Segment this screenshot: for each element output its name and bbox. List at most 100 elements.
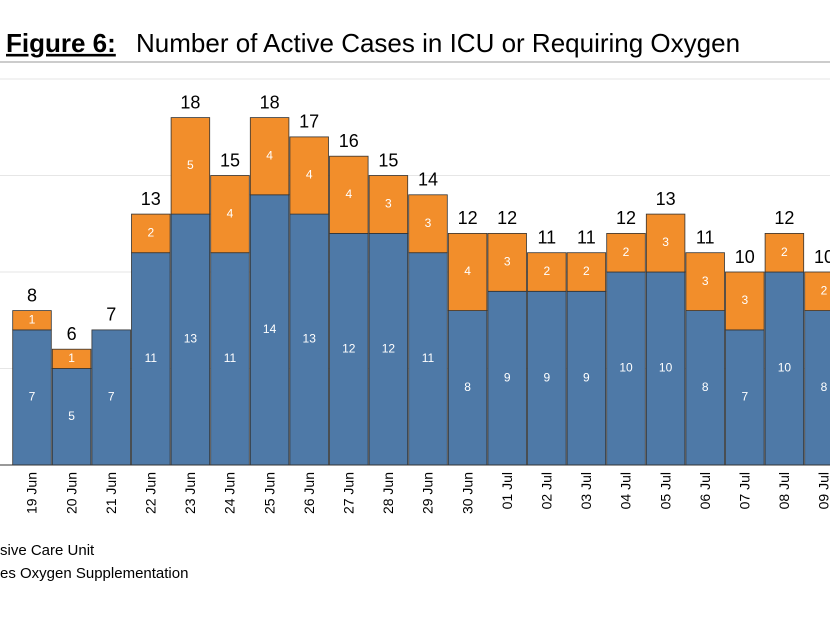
value-label: 3 <box>385 197 392 211</box>
bar-segment <box>606 271 646 466</box>
bar-segment <box>329 155 369 234</box>
total-label: 13 <box>656 189 676 209</box>
value-label: 10 <box>778 361 792 375</box>
bar-segment <box>447 232 488 311</box>
x-tick-label: 29 Jun <box>420 472 436 514</box>
value-label: 4 <box>227 206 234 220</box>
x-tick-label: 03 Jul <box>578 472 594 509</box>
x-tick-label: 08 Jul <box>776 472 792 509</box>
value-label: 1 <box>68 351 75 365</box>
bar-segment <box>368 232 409 466</box>
total-label: 15 <box>220 150 240 170</box>
total-label: 12 <box>616 208 636 228</box>
x-tick-label: 25 Jun <box>261 472 277 514</box>
value-label: 10 <box>619 361 633 375</box>
bar-segment <box>804 271 830 311</box>
value-label: 9 <box>543 370 550 384</box>
bar-segment <box>685 310 725 466</box>
bar-segment <box>566 252 607 292</box>
value-label: 2 <box>583 264 590 278</box>
bar-segment <box>170 117 211 215</box>
value-label: 3 <box>504 255 511 269</box>
x-tick-label: 02 Jul <box>539 472 555 509</box>
x-tick-label: 20 Jun <box>63 472 79 514</box>
value-label: 11 <box>224 351 237 365</box>
value-label: 13 <box>303 332 317 346</box>
value-label: 13 <box>184 332 198 346</box>
total-label: 12 <box>458 208 478 228</box>
value-label: 1 <box>29 312 36 326</box>
total-label: 11 <box>696 227 715 247</box>
chart-title: Number of Active Cases in ICU or Requiri… <box>136 28 740 58</box>
bar-segment <box>51 348 92 369</box>
x-tick-label: 26 Jun <box>301 472 317 514</box>
x-tick-label: 01 Jul <box>499 472 515 509</box>
value-label: 11 <box>422 351 435 365</box>
bar-segment <box>210 175 250 254</box>
value-label: 11 <box>145 351 158 365</box>
x-tick-label: 04 Jul <box>618 472 634 509</box>
value-label: 2 <box>543 264 550 278</box>
value-label: 4 <box>464 264 471 278</box>
bar-segment <box>764 271 805 466</box>
bar-segment <box>527 252 567 292</box>
bar-segment <box>804 310 830 466</box>
bar-segment <box>408 252 448 466</box>
legend-label: sive Care Unit <box>0 542 95 559</box>
x-tick-label: 22 Jun <box>143 472 159 514</box>
bar-segment <box>725 271 765 331</box>
bar-segment <box>12 310 52 331</box>
x-tick-label: 21 Jun <box>103 472 119 514</box>
bar-segment <box>249 194 290 466</box>
total-label: 12 <box>774 208 794 228</box>
bar-segment <box>408 194 448 254</box>
value-label: 3 <box>741 293 748 307</box>
total-label: 15 <box>378 150 398 170</box>
total-label: 11 <box>537 227 556 247</box>
x-tick-label: 09 Jul <box>816 472 830 509</box>
value-label: 4 <box>345 187 352 201</box>
bar-segment <box>329 232 369 466</box>
bar-segment <box>487 290 527 466</box>
value-label: 9 <box>504 370 511 384</box>
total-label: 12 <box>497 208 517 228</box>
bar-segment <box>249 117 290 196</box>
bar-segment <box>725 329 765 466</box>
bar-segment <box>131 213 171 254</box>
total-label: 14 <box>418 170 438 190</box>
value-label: 4 <box>306 168 313 182</box>
total-label: 18 <box>260 92 280 112</box>
x-tick-label: 23 Jun <box>182 472 198 514</box>
bar-segment <box>606 232 646 273</box>
x-tick-label: 19 Jun <box>24 472 40 514</box>
value-label: 3 <box>425 216 432 230</box>
value-label: 7 <box>108 390 115 404</box>
figure-label: Figure 6: <box>6 28 116 58</box>
bar-segment <box>91 329 131 466</box>
x-tick-label: 24 Jun <box>222 472 238 514</box>
bar-segment <box>368 175 409 234</box>
x-tick-label: 27 Jun <box>341 472 357 514</box>
value-label: 2 <box>781 245 788 259</box>
x-tick-label: 28 Jun <box>380 472 396 514</box>
value-label: 3 <box>662 235 669 249</box>
bar-segment <box>210 252 250 466</box>
bar-segment <box>566 290 607 466</box>
total-label: 10 <box>735 247 755 267</box>
value-label: 3 <box>702 274 709 288</box>
legend-label: es Oxygen Supplementation <box>0 565 188 582</box>
bar-segment <box>487 232 527 292</box>
value-label: 8 <box>464 380 471 394</box>
x-tick-label: 30 Jun <box>459 472 475 514</box>
bar-segment <box>289 136 329 215</box>
x-tick-label: 06 Jul <box>697 472 713 509</box>
total-label: 17 <box>299 112 319 132</box>
total-label: 10 <box>814 247 830 267</box>
value-label: 8 <box>702 380 709 394</box>
value-label: 14 <box>263 322 277 336</box>
total-label: 6 <box>67 324 77 344</box>
value-label: 12 <box>382 341 396 355</box>
bar-segment <box>685 252 725 311</box>
total-label: 18 <box>180 92 200 112</box>
